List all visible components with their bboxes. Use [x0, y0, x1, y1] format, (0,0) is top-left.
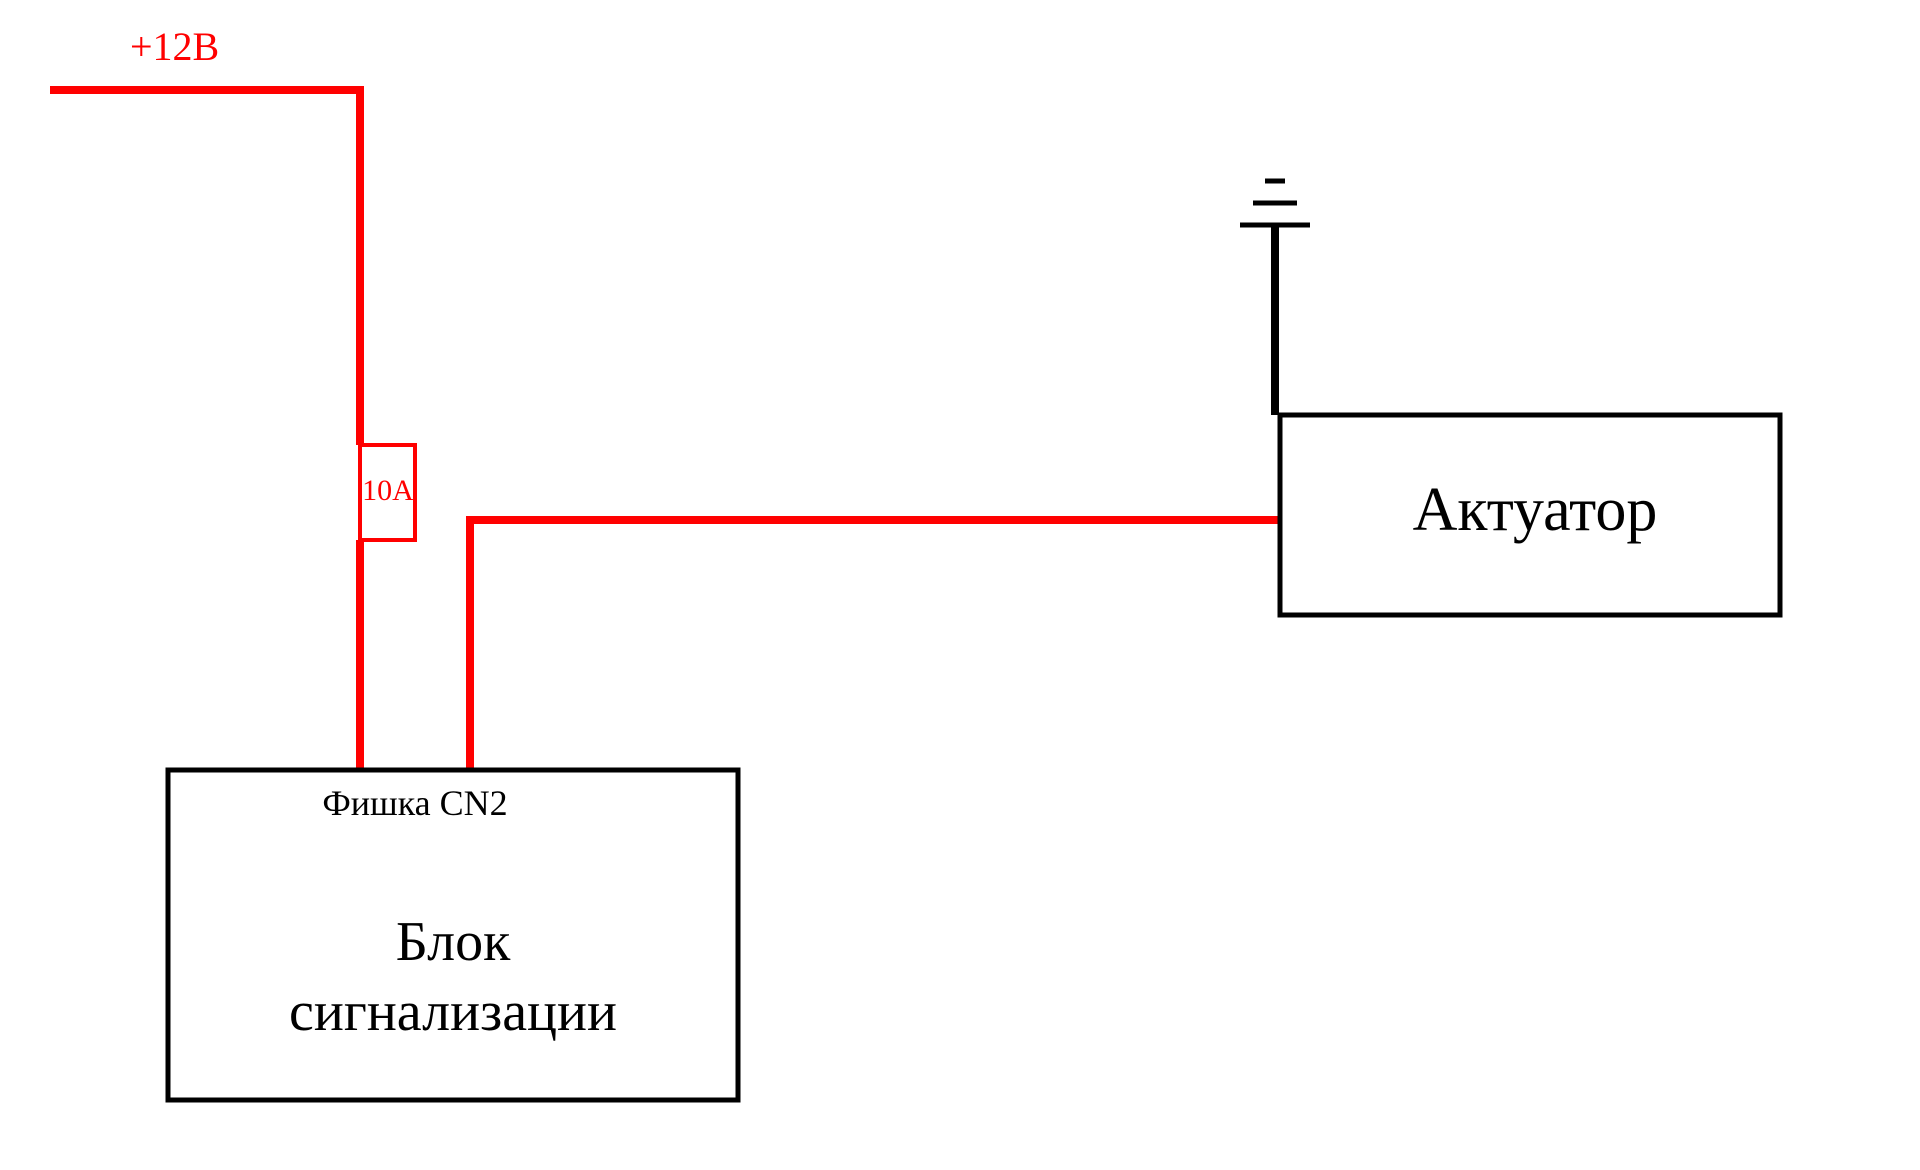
connector-label: Фишка CN2	[322, 783, 507, 823]
power-wire-to-actuator	[470, 520, 1280, 770]
power-wire-main	[50, 90, 360, 445]
alarm-block-label-line1: Блок	[396, 911, 511, 973]
fuse-label: 10А	[362, 474, 414, 507]
power-label: +12В	[130, 24, 219, 69]
alarm-block-label-line2: сигнализации	[289, 981, 617, 1043]
actuator-label: Актуатор	[1413, 476, 1658, 544]
